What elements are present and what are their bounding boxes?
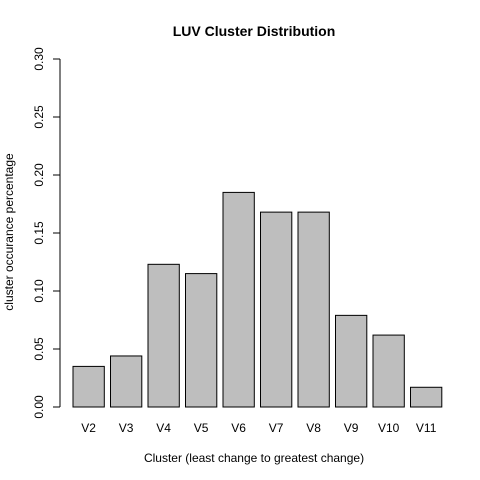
y-tick-label: 0.00 xyxy=(32,395,46,419)
bar-group xyxy=(72,191,443,408)
y-tick-label: 0.30 xyxy=(32,47,46,71)
x-tick-label: V11 xyxy=(416,421,437,435)
bar-v2 xyxy=(72,365,105,408)
x-tick-label: V4 xyxy=(156,421,171,435)
y-tick-label: 0.05 xyxy=(32,337,46,361)
x-tick-label: V5 xyxy=(194,421,209,435)
bar-v9 xyxy=(335,314,368,408)
x-axis-label: Cluster (least change to greatest change… xyxy=(144,451,364,465)
x-tick-label: V3 xyxy=(119,421,134,435)
bar-v8 xyxy=(297,211,330,408)
bar-v5 xyxy=(185,273,218,408)
bar-v6 xyxy=(222,191,255,408)
y-tick-label: 0.20 xyxy=(32,163,46,187)
bar-v11 xyxy=(410,386,443,408)
x-tick-labels: V2 V3 V4 V5 V6 V7 V8 V9 V10 V11 xyxy=(81,421,436,435)
x-tick-label: V2 xyxy=(81,421,96,435)
bar-v3 xyxy=(110,355,143,408)
bar-v7 xyxy=(260,211,293,408)
x-tick-label: V10 xyxy=(378,421,400,435)
y-axis: 0.00 0.05 0.10 0.15 0.20 0.25 0.30 xyxy=(32,47,61,419)
y-axis-label: cluster occurance percentage xyxy=(2,153,16,311)
y-tick-label: 0.15 xyxy=(32,221,46,245)
x-tick-label: V8 xyxy=(306,421,321,435)
y-tick-label: 0.10 xyxy=(32,279,46,303)
y-tick-label: 0.25 xyxy=(32,105,46,129)
x-tick-label: V9 xyxy=(344,421,359,435)
chart-title: LUV Cluster Distribution xyxy=(173,23,336,39)
x-tick-label: V7 xyxy=(269,421,284,435)
x-tick-label: V6 xyxy=(231,421,246,435)
bar-v4 xyxy=(147,263,180,408)
bar-v10 xyxy=(372,334,405,408)
